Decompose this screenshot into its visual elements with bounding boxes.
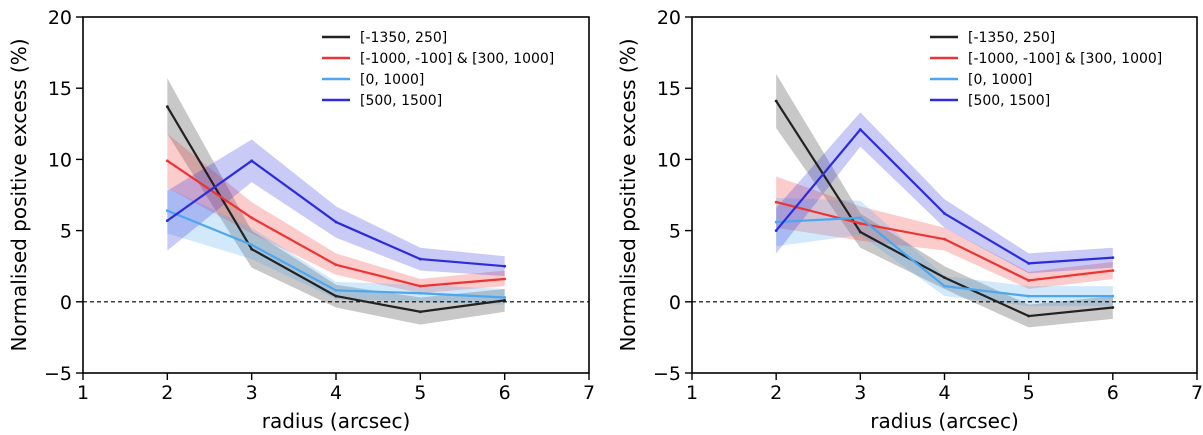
legend-label-1: [-1350, 250] [360,30,447,46]
axes-frame [691,16,1198,374]
series-4-point [418,257,422,261]
series-4-band [167,139,505,277]
y-tick-label: 10 [657,149,681,171]
series-1-point [503,298,507,302]
series-1-band [167,78,505,325]
series-1-point [334,294,338,298]
y-axis-label: Normalised positive excess (%) [616,38,640,351]
y-tick-label: −5 [653,363,681,385]
legend-label-3: [0, 1000] [360,72,424,88]
x-tick-label: 7 [583,382,595,404]
legend-label-4: [500, 1500] [360,93,442,109]
x-tick-label: 1 [77,382,89,404]
series-1-point [250,247,254,251]
series-3-point [943,284,946,288]
series-4-point [1111,256,1115,260]
series-2-point [1027,279,1031,282]
series-1-point [858,230,862,234]
x-tick-label: 3 [854,382,866,404]
series-4-point [334,220,338,224]
series-2-point [503,277,507,281]
series-3-point [1027,294,1031,298]
x-tick-label: 5 [414,382,426,404]
series-1-point [774,99,778,103]
series-3-point [774,220,778,224]
x-tick-label: 1 [686,382,698,404]
series-2-point [165,159,169,163]
series-2-point [418,284,422,288]
series-3-band [167,187,505,305]
x-axis-label: radius (arcsec) [870,409,1019,433]
x-tick-label: 6 [499,382,511,404]
series-3-band [776,197,1113,307]
series-4-point [943,212,946,215]
series-3-point [858,216,862,220]
y-tick-label: −5 [44,363,72,385]
series-2-point [1111,269,1115,272]
axes-frame [82,16,590,374]
chart-panel-1: 1 2 3 4 5 6 7 −5 0 5 10 15 20 radius (arcsec) Normalis… [7,7,595,433]
series-2-band [167,133,505,294]
chart-panel-2: 1 2 3 4 5 6 7 −5 0 5 10 15 20 radius (arcsec) Normalis… [616,7,1203,433]
x-axis-label: radius (arcsec) [262,409,411,433]
series-4-point [1027,261,1031,265]
y-tick-label: 0 [669,292,681,314]
series-2-point [250,216,254,220]
legend-label-1: [-1350, 250] [968,30,1055,46]
y-tick-label: 20 [48,7,72,29]
series-2-point [943,237,946,241]
y-tick-label: 15 [657,78,681,100]
y-tick-label: 5 [669,221,681,243]
y-tick-label: 20 [657,7,681,29]
y-tick-label: 0 [60,292,72,314]
y-tick-label: 5 [60,221,72,243]
legend-label-4: [500, 1500] [968,93,1050,109]
series-2-point [858,222,862,225]
series-4-point [503,264,507,268]
series-4-point [858,128,862,131]
x-tick-label: 5 [1023,382,1035,404]
series-3-point [250,243,254,247]
series-1-point [165,105,169,109]
series-4-band [776,112,1113,274]
x-tick-label: 4 [938,382,950,404]
series-2-band [776,176,1113,289]
x-tick-label: 2 [161,382,173,404]
legend-label-3: [0, 1000] [968,72,1032,88]
series-3-point [503,296,507,299]
series-3-point [165,209,169,213]
series-3-point [418,291,422,295]
series-3-point [1111,294,1115,298]
series-3-point [334,289,338,292]
x-tick-label: 7 [1191,382,1203,404]
x-tick-label: 4 [330,382,342,404]
series-2-point [334,263,338,267]
legend-label-2: [-1000, -100] & [300, 1000] [968,51,1162,67]
series-4-point [165,219,169,223]
legend-label-2: [-1000, -100] & [300, 1000] [360,51,554,67]
series-4-point [250,159,254,163]
y-axis-label: Normalised positive excess (%) [7,38,31,351]
series-2-point [774,200,778,204]
y-tick-label: 15 [48,78,72,100]
y-tick-label: 10 [48,149,72,171]
x-tick-label: 6 [1107,382,1119,404]
x-tick-label: 2 [770,382,782,404]
series-4-point [774,229,778,233]
series-1-point [1111,306,1115,309]
series-1-point [943,276,946,279]
series-1-point [1027,314,1031,318]
x-tick-label: 3 [246,382,258,404]
series-1-point [418,310,422,314]
